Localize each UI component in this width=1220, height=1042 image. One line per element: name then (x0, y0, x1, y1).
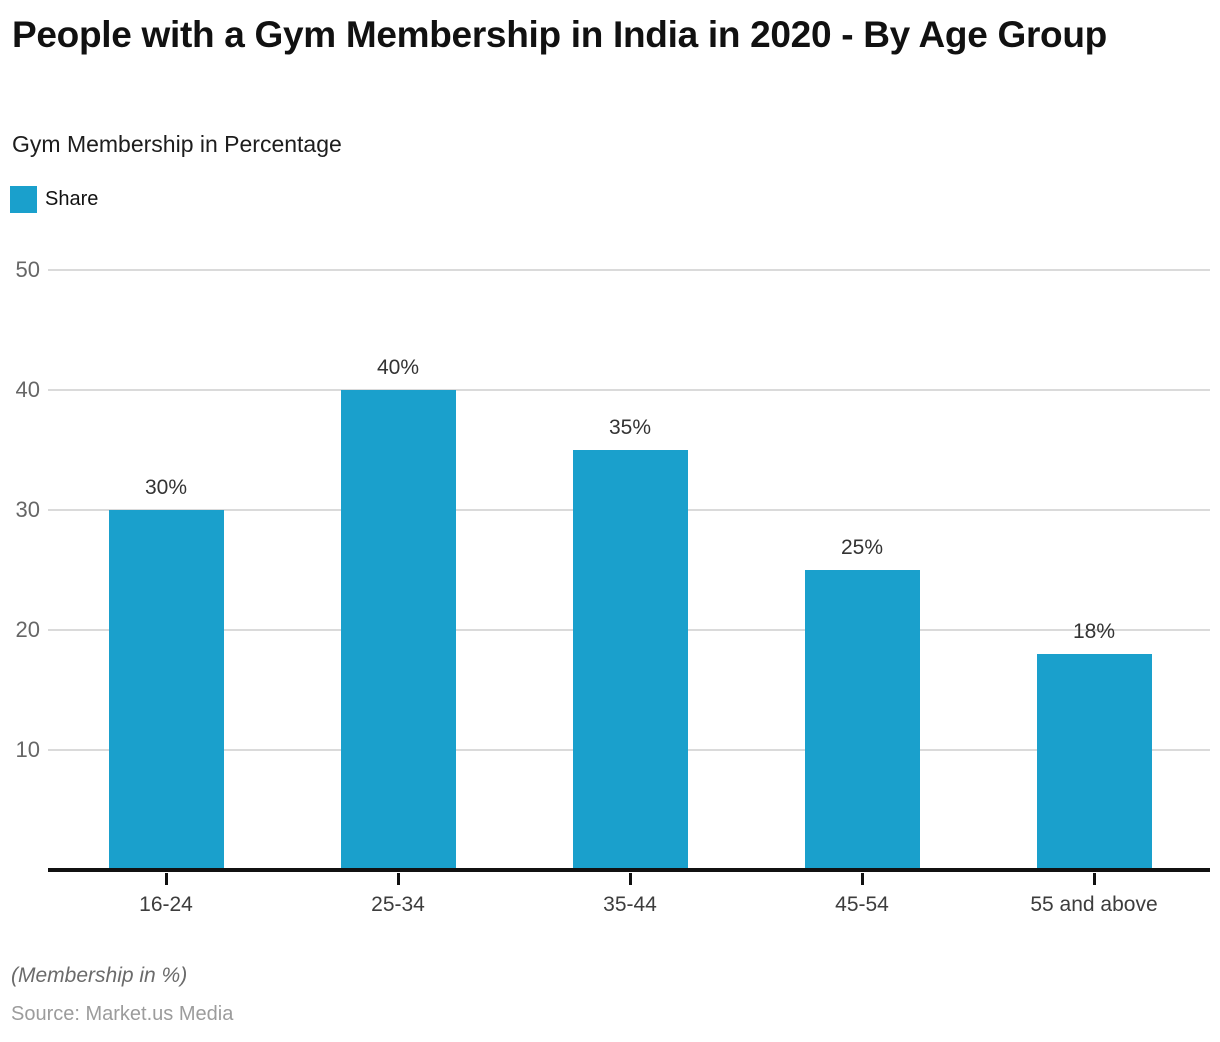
x-axis-category-label-16-24: 16-24 (139, 893, 193, 916)
y-axis-tick-label-20: 20 (15, 617, 40, 642)
x-axis-category-label-25-34: 25-34 (371, 893, 425, 916)
x-axis-category-label-45-54: 45-54 (835, 893, 889, 916)
y-axis-tick-label-50: 50 (15, 257, 40, 282)
bar-value-label-16-24: 30% (144, 476, 188, 499)
bar-value-label-25-34: 40% (376, 356, 420, 379)
x-axis-tick-25-34 (396, 873, 400, 885)
y-axis-tick-label-40: 40 (15, 377, 40, 402)
bar-value-label-35-44: 35% (608, 416, 652, 439)
y-axis-tick-label-30: 30 (15, 497, 40, 522)
x-axis-line (48, 868, 1210, 872)
bar-16-24 (108, 510, 224, 870)
bar-value-label-45-54: 25% (840, 536, 884, 559)
bar-35-44 (572, 450, 688, 870)
bar-45-54 (804, 570, 920, 870)
footnote-membership-units: (Membership in %) (11, 964, 188, 987)
x-axis-category-label-35-44: 35-44 (603, 893, 657, 916)
bar-25-34 (340, 390, 456, 870)
x-axis-tick-35-44 (628, 873, 632, 885)
bar-55 and above (1036, 654, 1152, 870)
chart-subtitle: Gym Membership in Percentage (12, 131, 342, 157)
gridline-40 (48, 389, 1210, 391)
gridline-50 (48, 269, 1210, 271)
legend: Share (10, 186, 98, 213)
legend-label-share: Share (45, 188, 99, 210)
legend-swatch-share (10, 186, 37, 213)
bar-value-label-55 and above: 18% (1072, 620, 1116, 643)
source-credit: Source: Market.us Media (11, 1003, 234, 1025)
x-axis-category-label-55 and above: 55 and above (1030, 893, 1158, 916)
x-axis-tick-45-54 (860, 873, 864, 885)
chart-title: People with a Gym Membership in India in… (12, 14, 1107, 55)
y-axis-tick-label-10: 10 (15, 737, 40, 762)
x-axis-tick-16-24 (164, 873, 168, 885)
x-axis-tick-55 and above (1092, 873, 1096, 885)
